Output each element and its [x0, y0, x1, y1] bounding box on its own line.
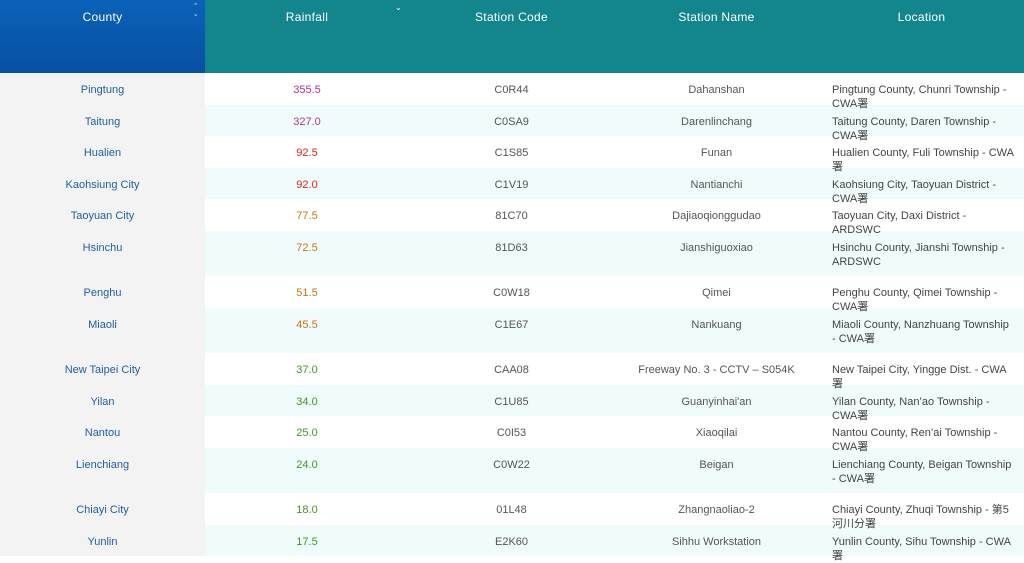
county-cell[interactable]: Chiayi City — [0, 493, 205, 525]
station-name-cell: Zhangnaoliao-2 — [678, 504, 755, 516]
station-code-cell: C1E67 — [494, 318, 529, 331]
table-row: Taitung 327.0 C0SA9 Darenlinchang Taitung Co… — [0, 104, 1024, 142]
table-row: New Taipei City 37.0 CAA08 Freeway No. 3 - … — [0, 353, 1024, 390]
station-code-cell: C0W18 — [493, 287, 530, 299]
station-name-cell: Guanyinhai'an — [681, 395, 752, 408]
location-cell: Miaoli County, Nanzhuang Township - CWA署 — [832, 318, 1009, 345]
location-cell: Hsinchu County, Jianshi Township - ARDSW… — [832, 241, 1005, 268]
table-row: Hsinchu 72.5 81D63 Jianshiguoxiao Hsinchu Co… — [0, 230, 1024, 276]
county-cell[interactable]: Hsinchu — [0, 230, 205, 276]
rainfall-cell: 92.5 — [296, 147, 318, 159]
station-name-cell: Jianshiguoxiao — [680, 241, 753, 254]
location-cell: Nantou County, Ren’ai Township - CWA署 — [832, 427, 998, 453]
county-cell[interactable]: Kaohsiung City — [0, 167, 205, 199]
table-body: Pingtung 355.5 C0R44 Dahanshan Pingtung Coun… — [0, 73, 1024, 562]
rainfall-cell: 25.0 — [296, 427, 318, 439]
county-cell[interactable]: New Taipei City — [0, 353, 205, 385]
table-row: Yilan 34.0 C1U85 Guanyinhai'an Yilan County,… — [0, 384, 1024, 422]
station-name-cell: Nankuang — [691, 318, 742, 331]
station-code-cell: C0I53 — [496, 427, 527, 439]
station-name-cell: Beigan — [699, 458, 734, 471]
rainfall-cell: 17.5 — [296, 535, 318, 548]
station-code-cell: 81C70 — [495, 210, 528, 222]
table-row: Hualien 92.5 C1S85 Funan Hualien County, Ful… — [0, 136, 1024, 173]
county-cell[interactable]: Lienchiang — [0, 447, 205, 493]
rainfall-cell: 24.0 — [296, 458, 318, 471]
rainfall-header-label: Rainfall — [285, 10, 329, 24]
rainfall-cell: 34.0 — [296, 395, 318, 408]
station-code-cell: C0R44 — [494, 84, 529, 96]
county-column-header[interactable]: County ⌃ ⌄ — [0, 0, 205, 73]
rainfall-cell: 45.5 — [296, 318, 318, 331]
location-cell: New Taipei City, Yingge Dist. - CWA署 — [832, 364, 1007, 390]
location-cell: Yunlin County, Sihu Township - CWA署 — [832, 535, 1011, 562]
location-cell: Yilan County, Nan’ao Township - CWA署 — [832, 395, 990, 422]
county-cell[interactable]: Taitung — [0, 104, 205, 136]
location-header-label: Location — [897, 10, 946, 24]
location-cell: Chiayi County, Zhuqi Township - 第5河川分署 — [832, 504, 1009, 530]
rainfall-cell: 72.5 — [296, 241, 318, 254]
table-row: Chiayi City 18.0 01L48 Zhangnaoliao-2 Chiayi… — [0, 493, 1024, 530]
station-name-cell: Qimei — [702, 287, 731, 299]
station-code-cell: C0SA9 — [494, 115, 529, 128]
station-name-cell: Dahanshan — [688, 84, 745, 96]
rainfall-cell: 327.0 — [293, 115, 321, 128]
table-row: Miaoli 45.5 C1E67 Nankuang Miaoli County, Na… — [0, 307, 1024, 353]
station-name-cell: Freeway No. 3 - CCTV – S054K — [638, 364, 795, 376]
table-row: Lienchiang 24.0 C0W22 Beigan Lienchiang Coun… — [0, 447, 1024, 493]
table-row: Pingtung 355.5 C0R44 Dahanshan Pingtung Coun… — [0, 73, 1024, 110]
location-cell: Taoyuan City, Daxi District - ARDSWC — [832, 210, 967, 236]
location-cell: Kaohsiung City, Taoyuan District - CWA署 — [832, 178, 997, 205]
county-cell[interactable]: Nantou — [0, 416, 205, 448]
table-row: Penghu 51.5 C0W18 Qimei Penghu County, Qimei… — [0, 276, 1024, 313]
location-cell: Lienchiang County, Beigan Township - CWA… — [832, 458, 1012, 485]
location-cell: Hualien County, Fuli Township - CWA署 — [832, 147, 1014, 173]
rainfall-cell: 92.0 — [296, 178, 318, 191]
table-row: Yunlin 17.5 E2K60 Sihhu Workstation Yunlin C… — [0, 524, 1024, 562]
location-cell: Penghu County, Qimei Township - CWA署 — [832, 287, 998, 313]
sort-descending-icon[interactable]: ⌄ — [394, 3, 402, 12]
location-cell: Taitung County, Daren Township - CWA署 — [832, 115, 997, 142]
county-cell[interactable]: Penghu — [0, 276, 205, 308]
table-row: Taoyuan City 77.5 81C70 Dajiaoqionggudao Tao… — [0, 199, 1024, 236]
station-code-cell: 01L48 — [496, 504, 527, 516]
station-name-cell: Dajiaoqionggudao — [672, 210, 761, 222]
county-cell[interactable]: Miaoli — [0, 307, 205, 353]
station-code-header-label: Station Code — [475, 10, 548, 24]
county-cell[interactable]: Pingtung — [0, 73, 205, 105]
station-code-cell: E2K60 — [494, 535, 529, 548]
rainfall-column-header[interactable]: Rainfall ⌄ — [205, 0, 409, 73]
station-name-cell: Funan — [700, 147, 733, 159]
station-code-cell: C1V19 — [494, 178, 529, 191]
county-cell[interactable]: Hualien — [0, 136, 205, 168]
county-cell[interactable]: Taoyuan City — [0, 199, 205, 231]
rainfall-cell: 51.5 — [296, 287, 318, 299]
station-code-cell: C0W22 — [493, 458, 530, 471]
station-name-cell: Nantianchi — [690, 178, 743, 191]
station-code-cell: 81D63 — [495, 241, 528, 254]
table-row: Kaohsiung City 92.0 C1V19 Nantianchi Kaohsiu… — [0, 167, 1024, 205]
station-code-cell: CAA08 — [494, 364, 529, 376]
table-row: Nantou 25.0 C0I53 Xiaoqilai Nantou County, R… — [0, 416, 1024, 453]
station-name-cell: Xiaoqilai — [695, 427, 738, 439]
location-column-header[interactable]: Location — [819, 0, 1024, 73]
rainfall-cell: 77.5 — [296, 210, 318, 222]
rainfall-cell: 355.5 — [293, 84, 321, 96]
county-cell[interactable]: Yunlin — [0, 524, 205, 556]
rainfall-cell: 37.0 — [296, 364, 318, 376]
table-header: County ⌃ ⌄ Rainfall ⌄ Station Code Statio… — [0, 0, 1024, 73]
station-code-cell: C1U85 — [494, 395, 529, 408]
station-name-header-label: Station Name — [678, 10, 755, 24]
station-code-column-header[interactable]: Station Code — [409, 0, 614, 73]
location-cell: Pingtung County, Chunri Township - CWA署 — [832, 84, 1007, 110]
county-cell[interactable]: Yilan — [0, 384, 205, 416]
rainfall-cell: 18.0 — [296, 504, 318, 516]
station-name-cell: Darenlinchang — [681, 115, 752, 128]
station-code-cell: C1S85 — [494, 147, 529, 159]
county-header-label: County — [82, 10, 123, 24]
sort-both-icon[interactable]: ⌃ ⌄ — [192, 3, 199, 18]
station-name-cell: Sihhu Workstation — [671, 535, 762, 548]
station-name-column-header[interactable]: Station Name — [614, 0, 819, 73]
